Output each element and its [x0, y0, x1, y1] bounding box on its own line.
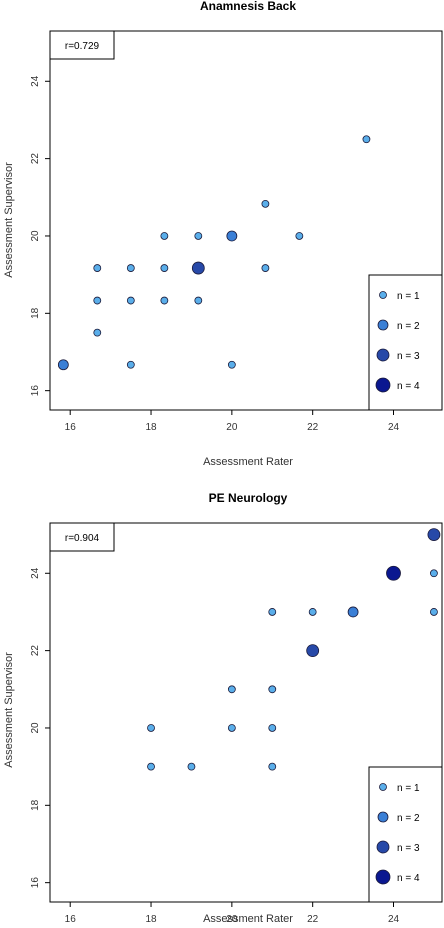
- chart-1-data-point: [227, 360, 236, 369]
- chart-2-x-tick-label: 18: [145, 914, 157, 925]
- chart-2-legend-marker: [376, 840, 390, 854]
- chart-1-plot-area: [49, 30, 443, 411]
- chart-1-x-tick-label: 18: [145, 422, 157, 433]
- chart-1-data-point: [362, 135, 371, 144]
- chart-2-plot-area: [49, 522, 443, 903]
- chart-1-x-tick-label: 20: [226, 422, 238, 433]
- chart-panel-1: Anamnesis Back 16 18 20 22 24 16 18 20 22 24 Ass…: [3, 0, 443, 468]
- chart-1-legend-marker: [377, 319, 389, 331]
- chart-2-x-axis-label: Assessment Rater: [203, 913, 293, 925]
- chart-1-y-tick-label: 16: [30, 385, 41, 397]
- chart-1-legend-marker: [375, 377, 391, 393]
- chart-1-legend: n = 1 n = 2 n = 3 n = 4: [368, 274, 443, 411]
- chart-1-legend-label: n = 2: [397, 321, 420, 332]
- chart-2-data-point: [308, 608, 317, 616]
- chart-2-data-point: [347, 606, 359, 618]
- chart-1-data-point: [57, 359, 69, 371]
- chart-2-data-point: [147, 762, 155, 771]
- chart-2-title: PE Neurology: [209, 491, 288, 505]
- chart-2-data-point: [430, 608, 438, 616]
- chart-2-correlation-box-frame: [49, 522, 115, 552]
- chart-1-x-tick-label: 24: [388, 422, 400, 433]
- chart-2-data-point: [386, 565, 401, 581]
- chart-1-legend-marker: [376, 348, 390, 362]
- chart-2-y-tick-label: 20: [30, 722, 41, 734]
- chart-2-x-tick-label: 24: [388, 914, 400, 925]
- chart-2-correlation-label: r=0.904: [65, 533, 100, 544]
- chart-2-x-tick-label: 20: [226, 914, 238, 925]
- chart-1-y-tick-label: 22: [30, 153, 41, 165]
- chart-1-x-axis-label: Assessment Rater: [203, 456, 293, 468]
- chart-2-data-point: [268, 724, 277, 732]
- chart-1-legend-label: n = 4: [397, 381, 420, 392]
- chart-1-y-tick-label: 20: [30, 230, 41, 242]
- chart-2-legend: n = 1 n = 2 n = 3 n = 4: [368, 766, 443, 903]
- chart-1-y-ticks: 16 18 20 22 24: [30, 75, 50, 396]
- chart-1-data-point: [191, 261, 205, 275]
- chart-1-data-point: [93, 264, 102, 272]
- chart-1-correlation-box: r=0.729: [49, 30, 115, 60]
- chart-1-y-axis-label: Assessment Supervisor: [3, 162, 15, 278]
- chart-2-data-point: [306, 644, 320, 658]
- chart-2-data-point: [227, 724, 236, 732]
- chart-2-data-point: [147, 724, 155, 732]
- chart-1-correlation-label: r=0.729: [65, 41, 100, 52]
- chart-1-data-point: [261, 199, 270, 208]
- chart-2-correlation-box: r=0.904: [49, 522, 115, 552]
- chart-1-y-tick-label: 24: [30, 75, 41, 87]
- chart-2-data-point: [427, 528, 441, 542]
- chart-2-data-point: [268, 608, 277, 616]
- chart-2-y-tick-label: 22: [30, 645, 41, 657]
- chart-1-data-point: [160, 232, 169, 240]
- chart-1-data-point: [194, 296, 203, 305]
- chart-2-x-ticks: 16 18 20 22 24: [65, 902, 400, 925]
- chart-1-legend-label: n = 3: [397, 351, 420, 362]
- chart-1-data-point: [194, 232, 203, 240]
- chart-2-legend-label: n = 4: [397, 873, 420, 884]
- chart-2-legend-marker: [375, 869, 391, 885]
- chart-1-legend-marker: [379, 291, 387, 299]
- chart-2-points: [147, 528, 441, 771]
- chart-2-data-point: [430, 569, 438, 578]
- chart-1-data-point: [126, 296, 135, 305]
- chart-panel-2: PE Neurology 16 18 20 22 24 16 18 20 22 24 Asses…: [3, 491, 443, 925]
- chart-1-data-point: [226, 230, 238, 242]
- chart-2-y-tick-label: 16: [30, 877, 41, 889]
- chart-2-legend-marker: [379, 783, 387, 791]
- chart-2-y-tick-label: 18: [30, 799, 41, 811]
- chart-1-data-point: [126, 360, 135, 369]
- chart-1-data-point: [93, 296, 102, 305]
- chart-2-data-point: [227, 685, 236, 694]
- chart-1-data-point: [160, 264, 169, 272]
- chart-1-x-tick-label: 16: [65, 422, 77, 433]
- chart-2-data-point: [268, 762, 277, 771]
- chart-2-y-ticks: 16 18 20 22 24: [30, 567, 50, 888]
- chart-2-x-tick-label: 22: [307, 914, 319, 925]
- chart-1-data-point: [93, 328, 102, 337]
- chart-1-data-point: [295, 232, 304, 240]
- chart-1-x-ticks: 16 18 20 22 24: [65, 410, 400, 433]
- chart-2-legend-label: n = 3: [397, 843, 420, 854]
- chart-1-y-tick-label: 18: [30, 307, 41, 319]
- chart-1-x-tick-label: 22: [307, 422, 319, 433]
- chart-2-legend-marker: [377, 811, 389, 823]
- chart-1-legend-label: n = 1: [397, 291, 420, 302]
- chart-2-x-tick-label: 16: [65, 914, 77, 925]
- chart-2-y-axis-label: Assessment Supervisor: [3, 652, 15, 768]
- chart-2-y-tick-label: 24: [30, 567, 41, 579]
- chart-2-data-point: [187, 762, 196, 771]
- chart-1-data-point: [160, 296, 169, 305]
- chart-1-correlation-box-frame: [49, 30, 115, 60]
- chart-2-legend-label: n = 1: [397, 783, 420, 794]
- chart-1-points: [57, 135, 371, 371]
- chart-1-data-point: [126, 264, 135, 272]
- chart-2-legend-label: n = 2: [397, 813, 420, 824]
- chart-1-title: Anamnesis Back: [200, 0, 296, 13]
- chart-1-data-point: [261, 264, 270, 272]
- chart-2-data-point: [268, 685, 277, 694]
